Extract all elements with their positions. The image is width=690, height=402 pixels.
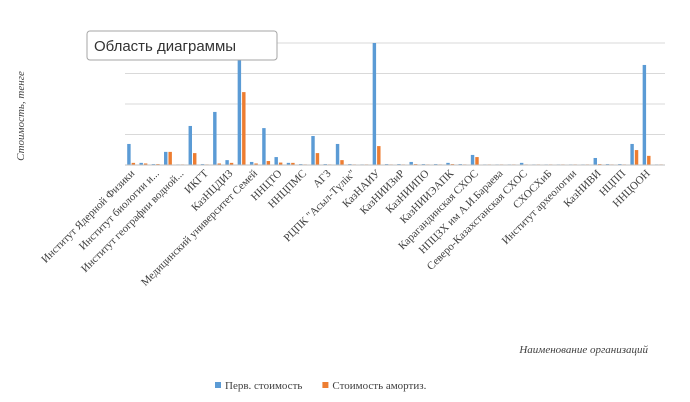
bar — [164, 151, 168, 165]
bar — [278, 162, 283, 165]
bar — [225, 160, 229, 165]
bar — [475, 157, 479, 165]
bar — [647, 155, 651, 165]
legend-swatch — [322, 382, 329, 388]
tooltip-box — [86, 30, 278, 61]
bar — [168, 151, 172, 165]
y-axis-title: Стоимость, тенге — [15, 71, 27, 161]
bar — [131, 162, 136, 165]
bar — [372, 43, 377, 165]
tooltip: Область диаграммы — [86, 30, 278, 61]
legend-label: Стоимость амортиз. — [332, 380, 426, 392]
bar — [237, 55, 242, 166]
bar — [335, 143, 340, 165]
bar — [340, 160, 344, 165]
bar — [254, 163, 258, 165]
bar — [262, 128, 266, 165]
bar — [630, 143, 634, 165]
bar — [127, 143, 131, 165]
x-tick-label: Институт Ядерной Физики — [39, 168, 137, 266]
bar — [249, 161, 254, 165]
bar — [593, 157, 597, 165]
bar — [634, 150, 639, 165]
x-axis-title: Наименование организаций — [518, 344, 648, 356]
bar — [409, 161, 413, 165]
bar — [519, 162, 524, 165]
bar — [266, 161, 271, 165]
bar — [470, 154, 475, 165]
bar — [311, 136, 315, 165]
bar — [642, 64, 647, 165]
bar — [242, 92, 246, 165]
legend-swatch — [215, 382, 221, 388]
bar — [188, 125, 192, 165]
bar — [139, 162, 143, 165]
bar — [377, 146, 381, 165]
bar — [274, 157, 278, 165]
bar — [229, 162, 234, 165]
bar — [286, 162, 291, 165]
bar — [446, 162, 450, 165]
bar — [193, 153, 197, 165]
legend-label: Перв. стоимость — [225, 380, 302, 392]
bar — [217, 163, 221, 165]
bar — [315, 153, 320, 165]
tooltip-text: Область диаграммы — [94, 38, 236, 55]
bar — [291, 162, 295, 165]
bar — [213, 111, 217, 165]
bar — [143, 163, 148, 165]
